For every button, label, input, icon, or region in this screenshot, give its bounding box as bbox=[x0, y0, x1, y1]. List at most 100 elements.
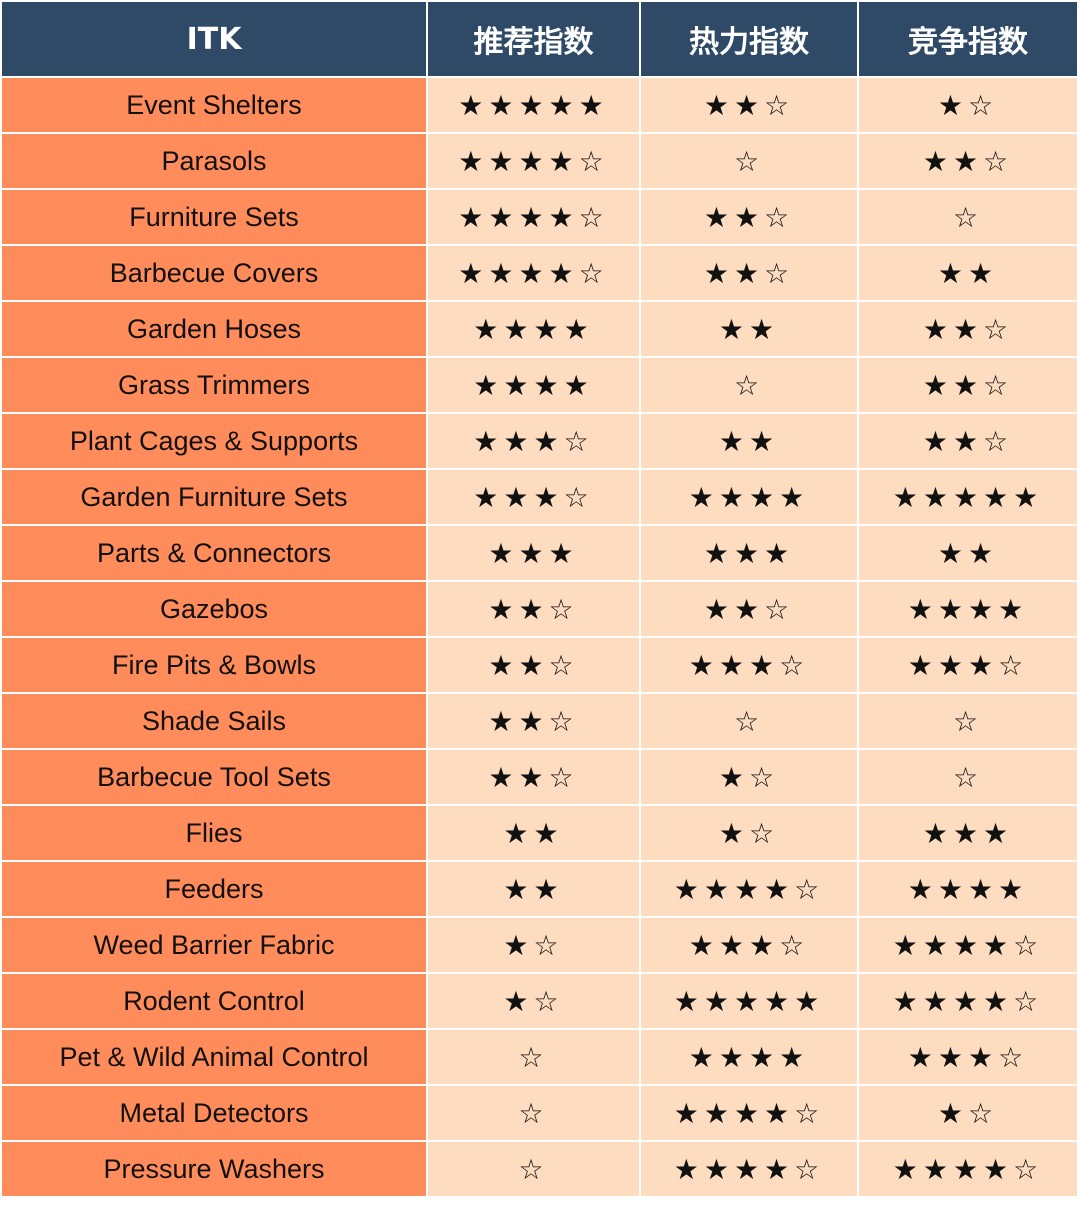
table-row: Event Shelters ★★★★★ ★★☆ ★☆ bbox=[2, 78, 1077, 132]
category-cell: Shade Sails bbox=[2, 694, 426, 748]
rating-cell: ★★★ bbox=[641, 526, 857, 580]
rating-cell: ★★☆ bbox=[859, 302, 1077, 356]
table-row: Gazebos ★★☆ ★★☆ ★★★★ bbox=[2, 582, 1077, 636]
table-row: Barbecue Tool Sets ★★☆ ★☆ ☆ bbox=[2, 750, 1077, 804]
header-cell: 热力指数 bbox=[641, 2, 857, 76]
rating-cell: ★☆ bbox=[428, 974, 639, 1028]
rating-cell: ★★☆ bbox=[641, 582, 857, 636]
rating-cell: ★★☆ bbox=[641, 190, 857, 244]
table-row: Shade Sails ★★☆ ☆ ☆ bbox=[2, 694, 1077, 748]
category-cell: Grass Trimmers bbox=[2, 358, 426, 412]
category-cell: Parasols bbox=[2, 134, 426, 188]
rating-cell: ★★★★ bbox=[428, 302, 639, 356]
rating-cell: ★★★★☆ bbox=[641, 1086, 857, 1140]
category-cell: Rodent Control bbox=[2, 974, 426, 1028]
category-cell: Event Shelters bbox=[2, 78, 426, 132]
table-row: Flies ★★ ★☆ ★★★ bbox=[2, 806, 1077, 860]
header-cell: 推荐指数 bbox=[428, 2, 639, 76]
rating-cell: ★★★★★ bbox=[859, 470, 1077, 524]
header-cell: ITK bbox=[2, 2, 426, 76]
rating-cell: ☆ bbox=[428, 1142, 639, 1196]
table-row: Garden Furniture Sets ★★★☆ ★★★★ ★★★★★ bbox=[2, 470, 1077, 524]
rating-cell: ★★★★☆ bbox=[859, 974, 1077, 1028]
rating-cell: ★★☆ bbox=[641, 246, 857, 300]
table-row: Plant Cages & Supports ★★★☆ ★★ ★★☆ bbox=[2, 414, 1077, 468]
table-row: Rodent Control ★☆ ★★★★★ ★★★★☆ bbox=[2, 974, 1077, 1028]
rating-cell: ★★☆ bbox=[428, 582, 639, 636]
rating-cell: ★★★☆ bbox=[641, 918, 857, 972]
rating-cell: ★★ bbox=[859, 246, 1077, 300]
rating-cell: ★★★★☆ bbox=[428, 190, 639, 244]
rating-cell: ★★★☆ bbox=[859, 638, 1077, 692]
table-row: Furniture Sets ★★★★☆ ★★☆ ☆ bbox=[2, 190, 1077, 244]
category-cell: Barbecue Covers bbox=[2, 246, 426, 300]
rating-cell: ★★★★ bbox=[641, 1030, 857, 1084]
category-cell: Garden Furniture Sets bbox=[2, 470, 426, 524]
rating-cell: ★★★☆ bbox=[641, 638, 857, 692]
category-cell: Fire Pits & Bowls bbox=[2, 638, 426, 692]
header-cell: 竞争指数 bbox=[859, 2, 1077, 76]
rating-cell: ★★☆ bbox=[859, 134, 1077, 188]
rating-cell: ★★ bbox=[641, 302, 857, 356]
category-cell: Barbecue Tool Sets bbox=[2, 750, 426, 804]
rating-cell: ★★★★★ bbox=[641, 974, 857, 1028]
rating-cell: ★★ bbox=[428, 806, 639, 860]
table-row: Feeders ★★ ★★★★☆ ★★★★ bbox=[2, 862, 1077, 916]
rating-cell: ★★ bbox=[641, 414, 857, 468]
table-row: Barbecue Covers ★★★★☆ ★★☆ ★★ bbox=[2, 246, 1077, 300]
rating-cell: ☆ bbox=[641, 694, 857, 748]
category-cell: Garden Hoses bbox=[2, 302, 426, 356]
rating-cell: ★☆ bbox=[859, 1086, 1077, 1140]
rating-cell: ★★★☆ bbox=[428, 470, 639, 524]
rating-cell: ☆ bbox=[859, 694, 1077, 748]
category-cell: Plant Cages & Supports bbox=[2, 414, 426, 468]
rating-cell: ☆ bbox=[641, 134, 857, 188]
category-cell: Pet & Wild Animal Control bbox=[2, 1030, 426, 1084]
table-body: Event Shelters ★★★★★ ★★☆ ★☆ Parasols ★★★★☆ ☆ ★★… bbox=[2, 78, 1077, 1196]
category-cell: Metal Detectors bbox=[2, 1086, 426, 1140]
rating-cell: ★☆ bbox=[859, 78, 1077, 132]
table-header: ITK 推荐指数 热力指数 竞争指数 bbox=[2, 2, 1077, 76]
rating-cell: ★★★★☆ bbox=[641, 1142, 857, 1196]
category-cell: Parts & Connectors bbox=[2, 526, 426, 580]
rating-cell: ★★★★ bbox=[859, 582, 1077, 636]
category-cell: Feeders bbox=[2, 862, 426, 916]
rating-cell: ★★☆ bbox=[428, 750, 639, 804]
table-row: Parts & Connectors ★★★ ★★★ ★★ bbox=[2, 526, 1077, 580]
rating-cell: ★★☆ bbox=[428, 638, 639, 692]
rating-cell: ★★★☆ bbox=[428, 414, 639, 468]
category-cell: Pressure Washers bbox=[2, 1142, 426, 1196]
rating-cell: ★★ bbox=[428, 862, 639, 916]
rating-cell: ★★★★☆ bbox=[428, 134, 639, 188]
rating-cell: ★★★★★ bbox=[428, 78, 639, 132]
category-cell: Gazebos bbox=[2, 582, 426, 636]
rating-cell: ★★☆ bbox=[428, 694, 639, 748]
header-row: ITK 推荐指数 热力指数 竞争指数 bbox=[2, 2, 1077, 76]
rating-cell: ★★☆ bbox=[641, 78, 857, 132]
table-row: Pressure Washers ☆ ★★★★☆ ★★★★☆ bbox=[2, 1142, 1077, 1196]
rating-cell: ☆ bbox=[428, 1030, 639, 1084]
table-row: Weed Barrier Fabric ★☆ ★★★☆ ★★★★☆ bbox=[2, 918, 1077, 972]
rating-cell: ★★★☆ bbox=[859, 1030, 1077, 1084]
rating-cell: ★★★★☆ bbox=[859, 1142, 1077, 1196]
table-row: Metal Detectors ☆ ★★★★☆ ★☆ bbox=[2, 1086, 1077, 1140]
rating-cell: ★☆ bbox=[641, 750, 857, 804]
rating-cell: ★★★★☆ bbox=[859, 918, 1077, 972]
table-row: Pet & Wild Animal Control ☆ ★★★★ ★★★☆ bbox=[2, 1030, 1077, 1084]
rating-cell: ★★★★ bbox=[428, 358, 639, 412]
rating-cell: ☆ bbox=[859, 190, 1077, 244]
rating-cell: ★★★ bbox=[859, 806, 1077, 860]
rating-cell: ★☆ bbox=[641, 806, 857, 860]
table-row: Garden Hoses ★★★★ ★★ ★★☆ bbox=[2, 302, 1077, 356]
rating-cell: ★☆ bbox=[428, 918, 639, 972]
table-row: Parasols ★★★★☆ ☆ ★★☆ bbox=[2, 134, 1077, 188]
rating-cell: ☆ bbox=[859, 750, 1077, 804]
rating-cell: ★★☆ bbox=[859, 414, 1077, 468]
category-cell: Furniture Sets bbox=[2, 190, 426, 244]
rating-cell: ★★★★☆ bbox=[428, 246, 639, 300]
rating-cell: ★★☆ bbox=[859, 358, 1077, 412]
category-cell: Flies bbox=[2, 806, 426, 860]
rating-cell: ★★ bbox=[859, 526, 1077, 580]
